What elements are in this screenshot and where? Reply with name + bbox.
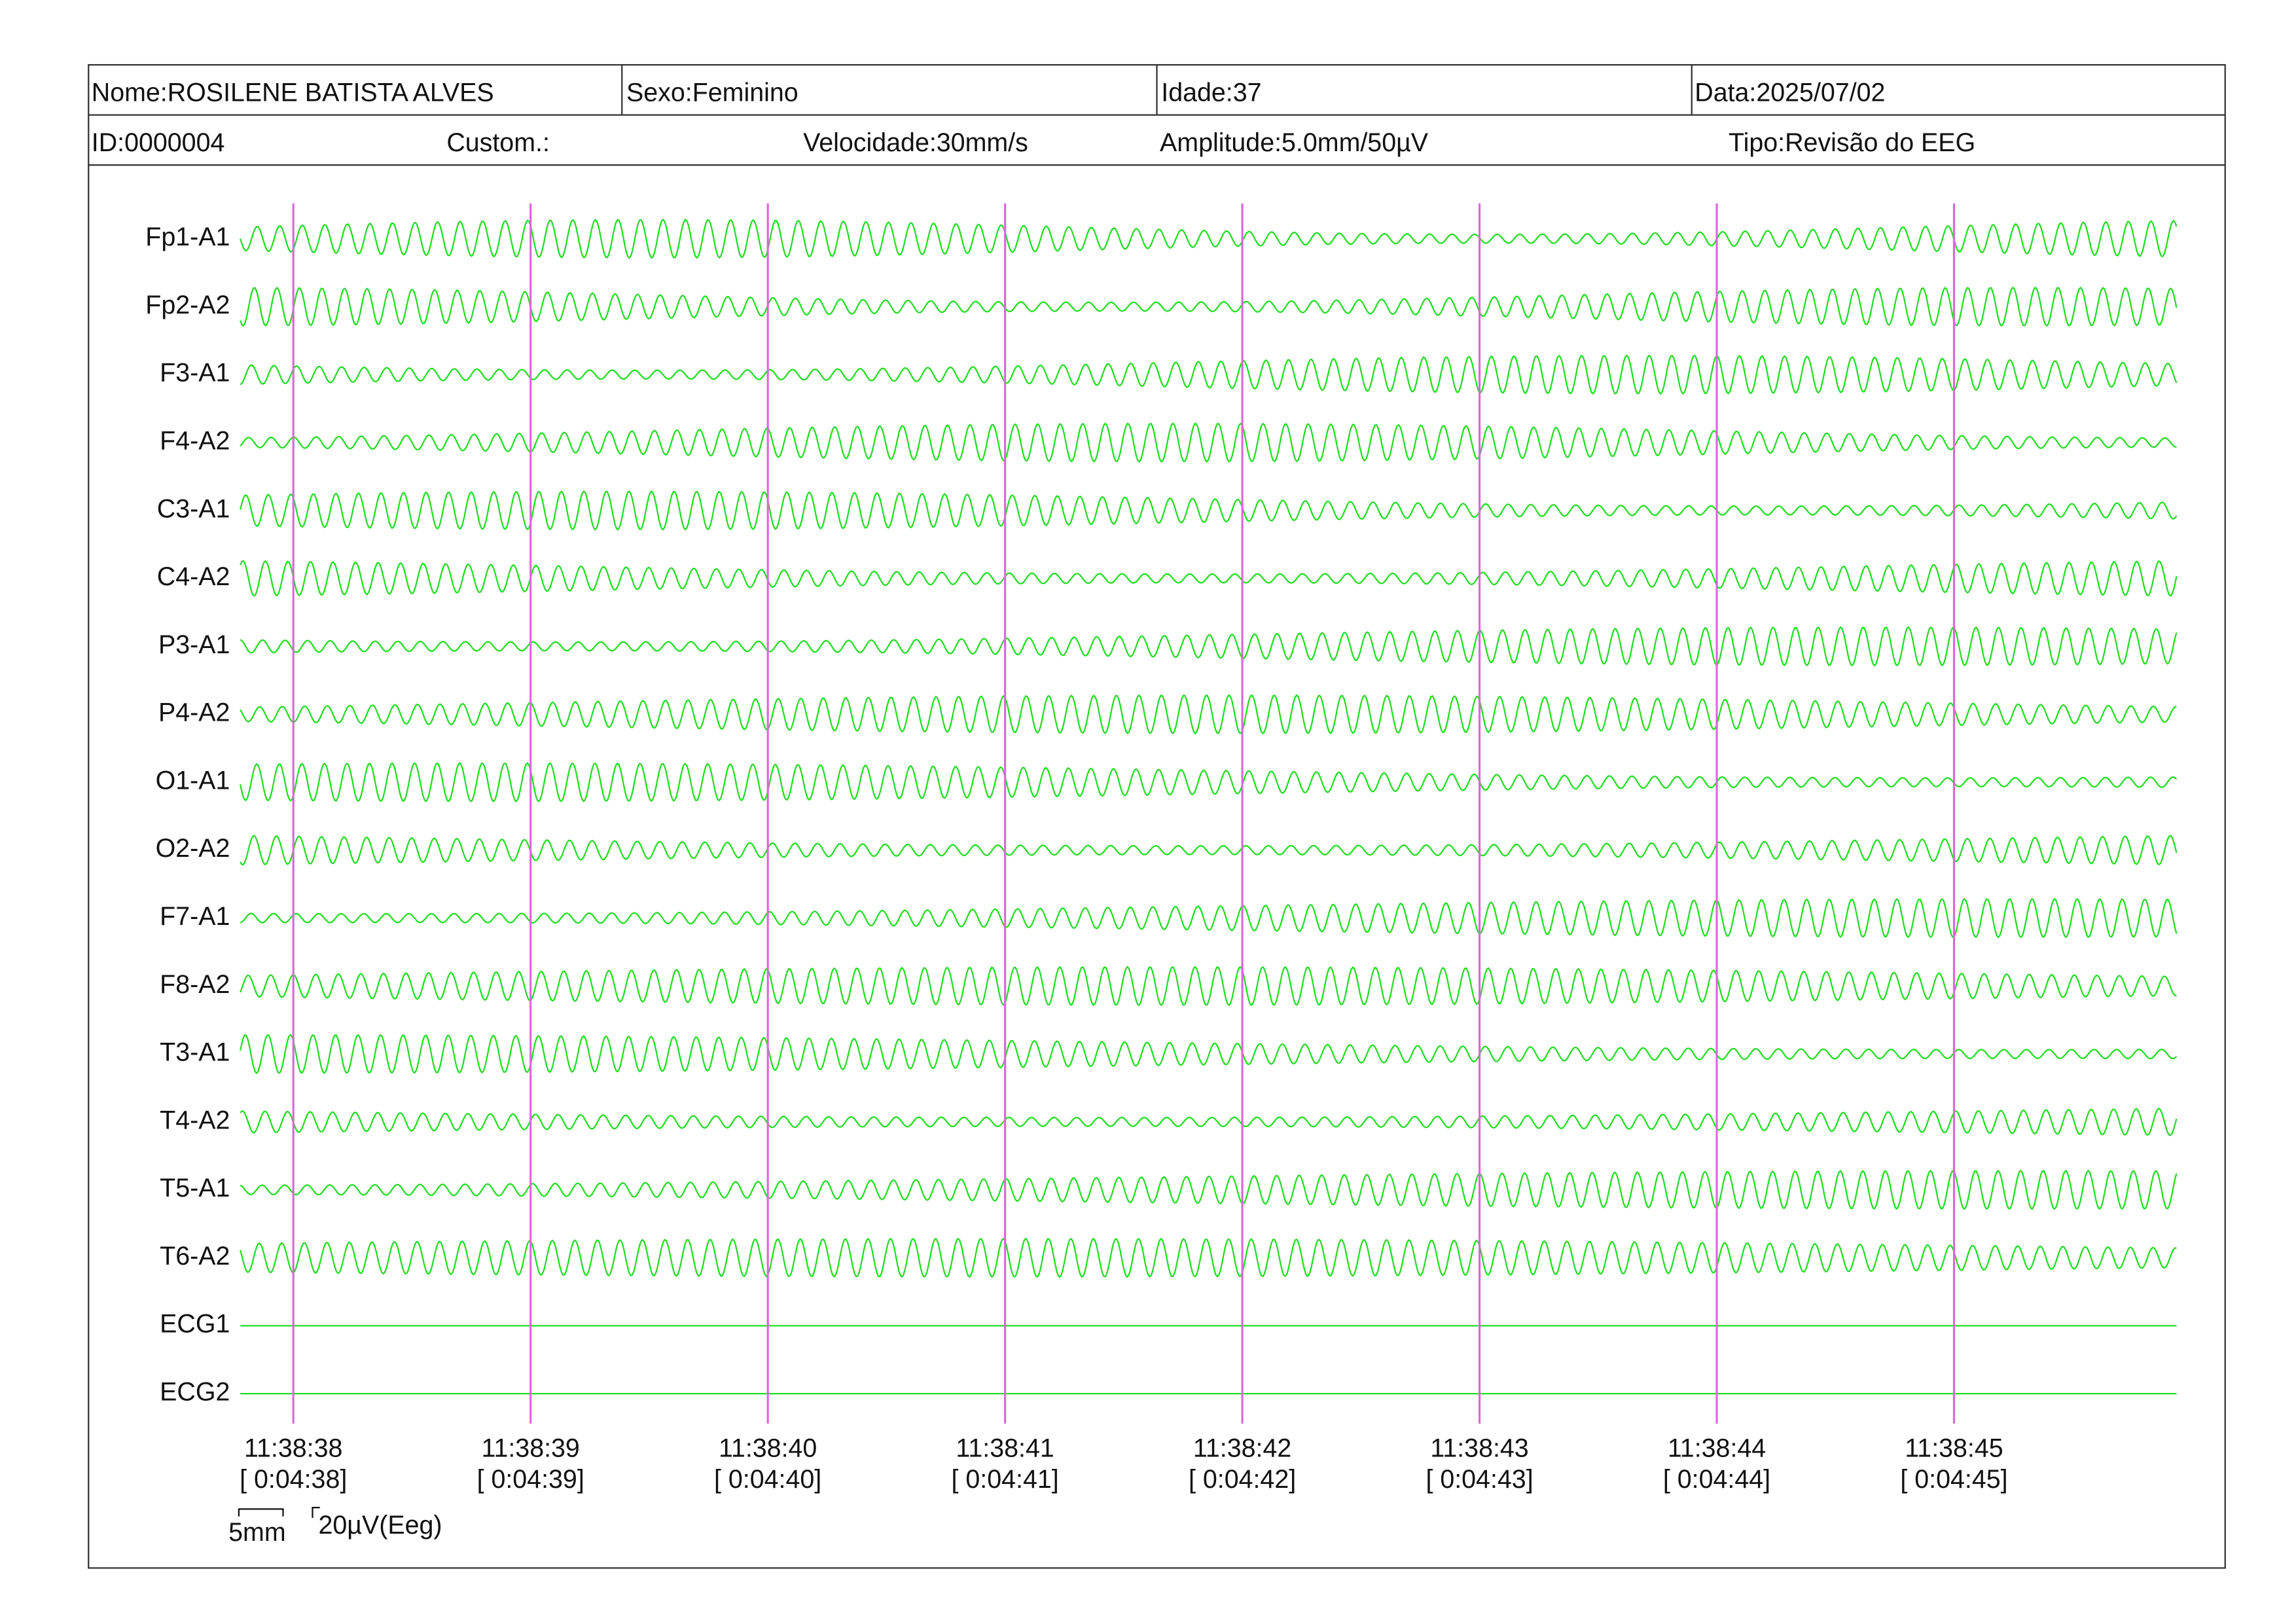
eeg-trace (240, 626, 2178, 667)
scale-bar-h (238, 1508, 284, 1517)
channel-label: T5-A1 (160, 1174, 230, 1202)
amplitude: Amplitude:5.0mm/50µV (1160, 128, 1429, 157)
channel-label: ECG1 (160, 1310, 230, 1339)
eeg-trace (240, 1237, 2177, 1278)
channel-label: C3-A1 (157, 494, 230, 523)
time-label: 11:38:41 (956, 1434, 1054, 1463)
eeg-trace (240, 490, 2178, 531)
elapsed-label: [ 0:04:42] (1189, 1465, 1296, 1494)
elapsed-label: [ 0:04:41] (952, 1465, 1059, 1494)
elapsed-label: [ 0:04:43] (1426, 1465, 1533, 1494)
channel-label: F8-A2 (160, 970, 230, 999)
eeg-trace (240, 560, 2178, 597)
eeg-trace (240, 218, 2178, 259)
time-label: 11:38:45 (1905, 1434, 2003, 1463)
eeg-trace (240, 694, 2177, 735)
time-label: 11:38:44 (1668, 1434, 1766, 1463)
channel-label: P3-A1 (158, 630, 230, 659)
channel-label: Fp1-A1 (145, 223, 230, 251)
channel-label: F7-A1 (160, 902, 230, 931)
channel-label: T6-A2 (160, 1242, 230, 1271)
patient-name: Nome:ROSILENE BATISTA ALVES (92, 78, 494, 107)
eeg-trace (240, 354, 2178, 395)
channel-label: Fp2-A2 (145, 291, 230, 319)
time-label: 11:38:38 (244, 1434, 342, 1463)
channel-label: ECG2 (160, 1378, 230, 1407)
scale-horizontal: 5mm (228, 1518, 286, 1547)
channel-label: F4-A2 (160, 426, 230, 455)
channel-label: T3-A1 (160, 1038, 230, 1067)
elapsed-label: [ 0:04:44] (1663, 1465, 1770, 1494)
patient-id: ID:0000004 (92, 128, 225, 157)
time-label: 11:38:39 (481, 1434, 579, 1463)
exam-type: Tipo:Revisão do EEG (1729, 128, 1975, 157)
page-frame (88, 63, 2226, 1569)
patient-sex: Sexo:Feminino (626, 78, 798, 107)
channel-label: F3-A1 (160, 359, 230, 388)
time-label: 11:38:42 (1193, 1434, 1291, 1463)
eeg-trace (240, 762, 2178, 803)
time-label: 11:38:40 (719, 1434, 817, 1463)
custom-field: Custom.: (446, 128, 550, 157)
exam-date: Data:2025/07/02 (1695, 78, 1885, 107)
eeg-trace (240, 965, 2177, 1007)
eeg-trace (240, 1108, 2178, 1136)
eeg-trace (240, 1034, 2178, 1075)
channel-label: T4-A2 (160, 1106, 230, 1134)
channel-label: C4-A2 (157, 562, 230, 591)
channel-label: P4-A2 (158, 698, 230, 727)
elapsed-label: [ 0:04:40] (714, 1465, 821, 1494)
eeg-trace (240, 422, 2177, 463)
elapsed-label: [ 0:04:38] (240, 1465, 347, 1494)
eeg-trace (240, 286, 2178, 327)
scale-vertical: 20µV(Eeg) (318, 1511, 442, 1540)
eeg-trace (240, 835, 2178, 866)
channel-label: O1-A1 (156, 766, 230, 795)
patient-age: Idade:37 (1161, 78, 1261, 107)
elapsed-label: [ 0:04:39] (477, 1465, 584, 1494)
channel-label: O2-A2 (156, 834, 230, 863)
elapsed-label: [ 0:04:45] (1900, 1465, 2007, 1494)
scale-bar-v (312, 1507, 320, 1518)
time-label: 11:38:43 (1430, 1434, 1528, 1463)
eeg-trace (240, 1169, 2178, 1210)
eeg-trace (240, 897, 2178, 939)
speed: Velocidade:30mm/s (803, 128, 1028, 157)
